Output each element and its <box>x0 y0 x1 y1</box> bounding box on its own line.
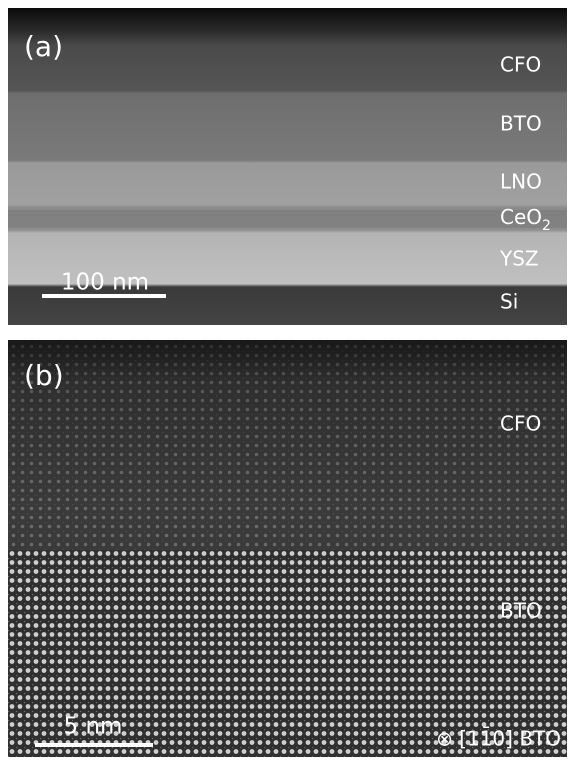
layer-label: YSZ <box>499 247 539 271</box>
layer-label: Si <box>500 290 518 314</box>
layer-label: LNO <box>500 170 542 194</box>
panel-tag: (a) <box>24 30 63 63</box>
layer-label: CFO <box>500 412 541 436</box>
layer-label: CeO2 <box>500 205 551 235</box>
layer-label: BTO <box>500 599 542 623</box>
shading <box>8 340 567 757</box>
ceo2-texture <box>8 210 567 228</box>
scale-label: 100 nm <box>61 270 149 296</box>
panel-tag: (b) <box>24 359 64 392</box>
micrograph-a <box>8 8 567 325</box>
layer-label: BTO <box>500 112 542 136</box>
scale-bar <box>42 294 166 298</box>
layer-label: CFO <box>500 53 541 77</box>
scale-label: 5 nm <box>64 714 123 740</box>
scale-bar <box>35 743 153 747</box>
layer-label-main: CeO <box>500 205 542 229</box>
zone-axis: ⊗ [11̄0] BTO <box>436 726 561 751</box>
layer-label-sub: 2 <box>542 218 551 234</box>
